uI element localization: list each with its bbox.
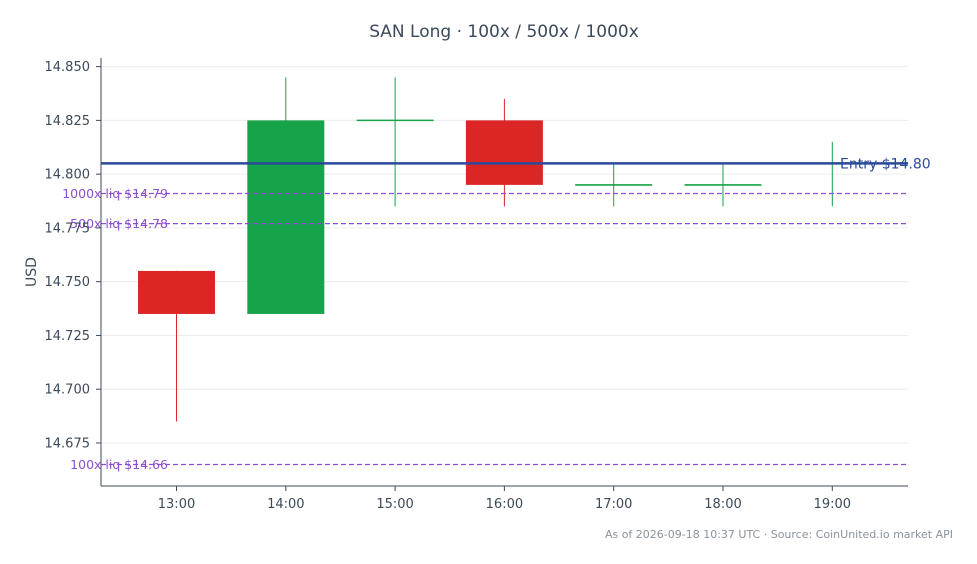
y-tick-label: 14.800	[45, 168, 91, 183]
candle-1600	[465, 98, 543, 207]
liquidation-label: 100x liq $14.66	[70, 457, 168, 472]
candle-1800	[684, 163, 762, 207]
x-tick-label: 16:00	[486, 497, 523, 512]
x-tick-label: 15:00	[376, 497, 413, 512]
source-footer: As of 2026-09-18 10:37 UTC · Source: Coi…	[605, 528, 953, 541]
candle-body	[247, 120, 325, 314]
y-tick-label: 14.775	[45, 221, 91, 236]
candle-body	[138, 270, 215, 314]
chart-title: SAN Long · 100x / 500x / 1000x	[369, 22, 639, 42]
x-tick-label: 13:00	[158, 497, 195, 512]
x-tick-label: 17:00	[595, 497, 632, 512]
y-tick-label: 14.750	[45, 275, 91, 290]
candle-1300	[138, 270, 215, 422]
x-tick-label: 18:00	[704, 497, 741, 512]
y-tick-label: 14.725	[45, 329, 91, 344]
entry-label: Entry $14.80	[840, 156, 931, 172]
overlay-lines: 1000x liq $14.79 500x liq $14.78 100x liq …	[62, 156, 930, 472]
candles	[138, 77, 871, 422]
candle-body	[465, 120, 543, 185]
liquidation-label: 1000x liq $14.79	[62, 186, 168, 201]
x-tick-label: 14:00	[267, 497, 304, 512]
y-tick-label: 14.675	[45, 436, 91, 451]
candle-1700	[575, 163, 653, 207]
y-tick-label: 14.825	[45, 114, 91, 129]
candle-1400	[247, 77, 325, 314]
y-axis-label: USD	[24, 257, 40, 287]
y-tick-label: 14.700	[45, 383, 91, 398]
liquidation-label: 500x liq $14.78	[70, 216, 168, 231]
candle-1500	[356, 77, 434, 207]
axes: 14.675 14.700 14.725 14.750 14.775 14.800 14.8…	[45, 58, 908, 512]
y-tick-label: 14.850	[45, 60, 91, 75]
x-tick-label: 19:00	[814, 497, 851, 512]
